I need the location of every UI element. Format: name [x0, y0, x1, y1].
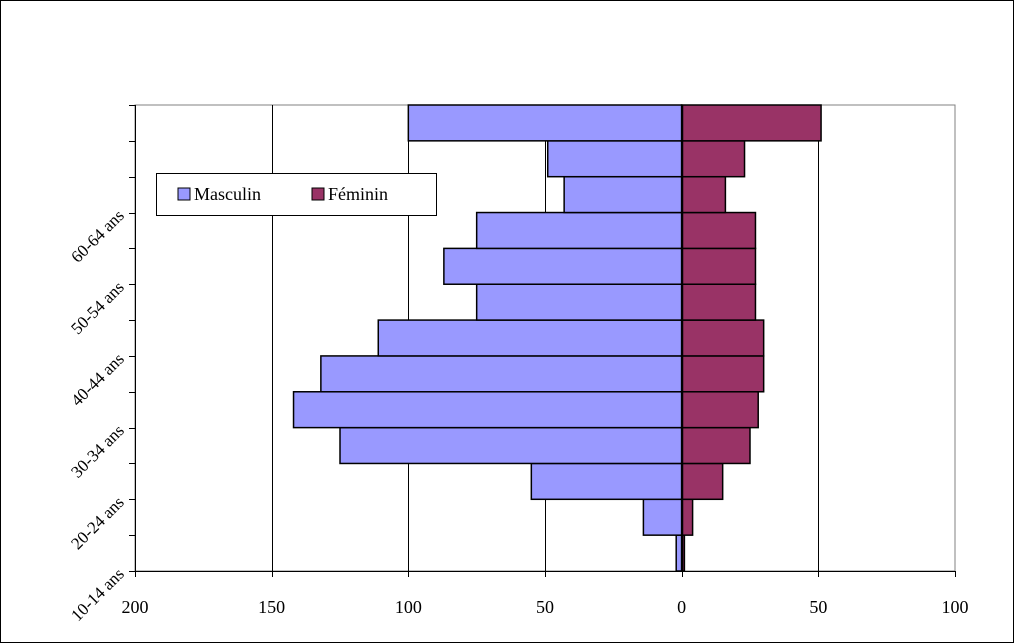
bar-f-minin-11 [680, 140, 746, 178]
x-tick-label-2: 100 [395, 597, 422, 617]
legend-swatch-masculin [177, 187, 191, 201]
bar-masculin-8 [443, 247, 683, 285]
bar-masculin-6 [377, 319, 683, 357]
bar-masculin-0 [675, 534, 683, 572]
bar-f-minin-8 [680, 247, 757, 285]
legend-swatch-f-minin [311, 187, 325, 201]
bar-f-minin-4 [680, 391, 759, 429]
legend-label-f-minin: Féminin [328, 184, 388, 204]
bar-masculin-12 [407, 104, 683, 142]
legend-label-masculin: Masculin [194, 184, 261, 204]
bar-masculin-1 [642, 498, 683, 536]
bar-masculin-3 [339, 426, 683, 465]
bars [292, 104, 822, 572]
bar-masculin-9 [475, 211, 683, 250]
x-tick-label-4: 0 [677, 597, 686, 617]
bar-masculin-7 [475, 283, 683, 321]
x-tick-label-5: 50 [809, 597, 827, 617]
bar-f-minin-2 [680, 462, 724, 501]
x-tick-label-3: 50 [536, 597, 554, 617]
bar-masculin-4 [292, 391, 683, 429]
axes [129, 105, 956, 577]
bar-masculin-2 [530, 462, 683, 501]
bar-f-minin-9 [680, 211, 757, 250]
bar-f-minin-10 [680, 175, 727, 214]
bar-f-minin-6 [680, 319, 765, 357]
bar-f-minin-3 [680, 426, 751, 465]
legend-box [156, 173, 437, 216]
bar-masculin-11 [546, 140, 683, 178]
bar-masculin-10 [563, 175, 683, 214]
x-tick-label-1: 150 [258, 597, 285, 617]
legend: Masculin Féminin [156, 173, 437, 216]
x-tick-label-0: 200 [122, 597, 149, 617]
x-axis-tick-labels: 200 150 100 50 0 50 100 [122, 597, 969, 617]
bar-f-minin-12 [680, 104, 822, 142]
bar-f-minin-7 [680, 283, 757, 321]
bar-f-minin-5 [680, 355, 765, 393]
x-tick-label-6: 100 [942, 597, 969, 617]
bar-masculin-5 [320, 355, 683, 393]
bar-f-minin-1 [680, 498, 694, 536]
